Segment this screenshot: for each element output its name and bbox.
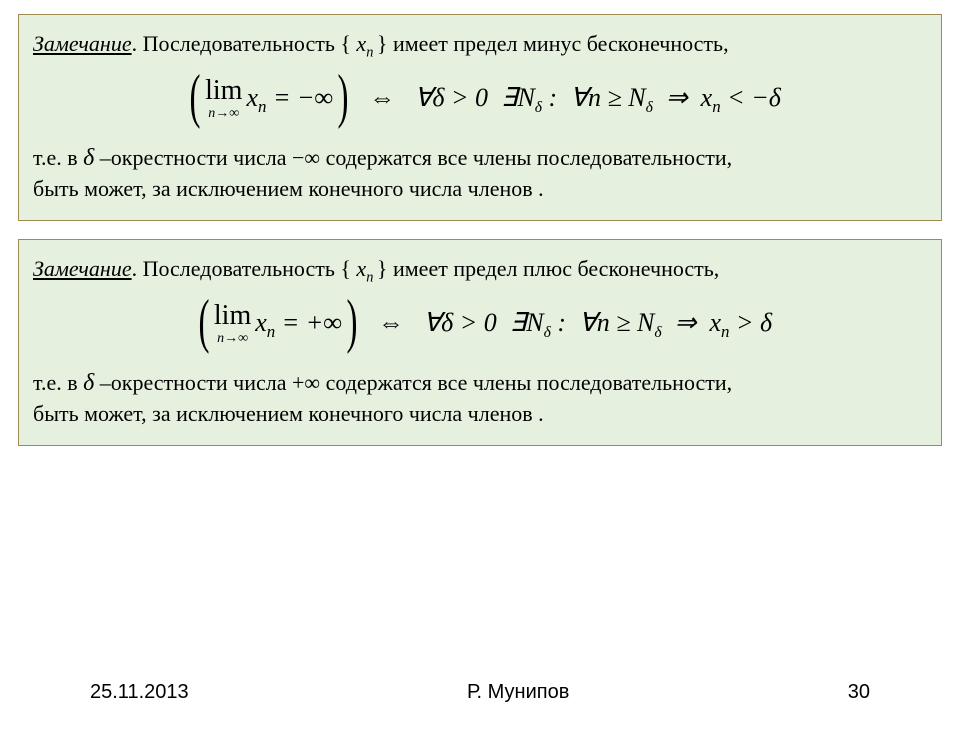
after-text-1: т.е. в	[33, 370, 83, 395]
intro-line: Замечание. Последовательность { xn } име…	[33, 29, 927, 63]
after-text-1: т.е. в	[33, 145, 83, 170]
intro-line: Замечание. Последовательность { xn } име…	[33, 254, 927, 288]
after-text-2: –окрестности числа	[94, 370, 292, 395]
explanation-line-2: быть может, за исключением конечного чис…	[33, 174, 927, 204]
footer-date: 25.11.2013	[90, 681, 189, 704]
intro-text-1: . Последовательность	[132, 256, 341, 281]
after-text-2: –окрестности числа	[94, 145, 292, 170]
note-box-plus-infinity: Замечание. Последовательность { xn } име…	[18, 239, 942, 446]
formula-quantifiers: ⇔ ∀δ > 0 ∃Nδ : ∀n ≥ Nδ ⇒ xn > δ	[378, 305, 772, 344]
infinity-symbol: −∞	[292, 145, 320, 170]
intro-text-2: имеет предел плюс бесконечность,	[387, 256, 719, 281]
explanation-line-1: т.е. в δ –окрестности числа −∞ содержатс…	[33, 142, 927, 174]
lim-body: xn = +∞	[255, 305, 342, 344]
intro-text-1: . Последовательность	[132, 31, 341, 56]
limit-parenthesis: ( lim n→∞ xn = −∞ )	[179, 77, 359, 122]
footer-author: Р. Мунипов	[467, 681, 569, 704]
formula-plus-infinity: ( lim n→∞ xn = +∞ ) ⇔ ∀δ > 0 ∃Nδ : ∀n ≥ …	[33, 302, 927, 353]
limit-parenthesis: ( lim n→∞ xn = +∞ )	[188, 302, 368, 347]
lim-text: lim	[205, 77, 242, 105]
sequence-notation: { xn }	[340, 31, 387, 56]
delta-symbol: δ	[83, 370, 94, 396]
explanation-line-2: быть может, за исключением конечного чис…	[33, 399, 927, 429]
lim-subscript: n→∞	[217, 332, 248, 346]
limit-operator: lim n→∞	[205, 77, 242, 121]
formula-quantifiers: ⇔ ∀δ > 0 ∃Nδ : ∀n ≥ Nδ ⇒ xn < −δ	[369, 80, 781, 119]
sequence-notation: { xn }	[340, 256, 387, 281]
slide-footer: 25.11.2013 Р. Мунипов 30	[0, 681, 960, 704]
after-text-3: содержатся все члены последовательности,	[320, 370, 732, 395]
heading: Замечание	[33, 31, 132, 56]
after-text-3: содержатся все члены последовательности,	[320, 145, 732, 170]
footer-page: 30	[848, 681, 870, 704]
lim-subscript: n→∞	[208, 107, 239, 121]
delta-symbol: δ	[83, 145, 94, 171]
explanation-line-1: т.е. в δ –окрестности числа +∞ содержатс…	[33, 367, 927, 399]
note-box-minus-infinity: Замечание. Последовательность { xn } име…	[18, 14, 942, 221]
lim-body: xn = −∞	[246, 80, 333, 119]
lim-text: lim	[214, 302, 251, 330]
formula-minus-infinity: ( lim n→∞ xn = −∞ ) ⇔ ∀δ > 0 ∃Nδ : ∀n ≥ …	[33, 77, 927, 128]
heading: Замечание	[33, 256, 132, 281]
limit-operator: lim n→∞	[214, 302, 251, 346]
infinity-symbol: +∞	[292, 370, 320, 395]
intro-text-2: имеет предел минус бесконечность,	[387, 31, 728, 56]
